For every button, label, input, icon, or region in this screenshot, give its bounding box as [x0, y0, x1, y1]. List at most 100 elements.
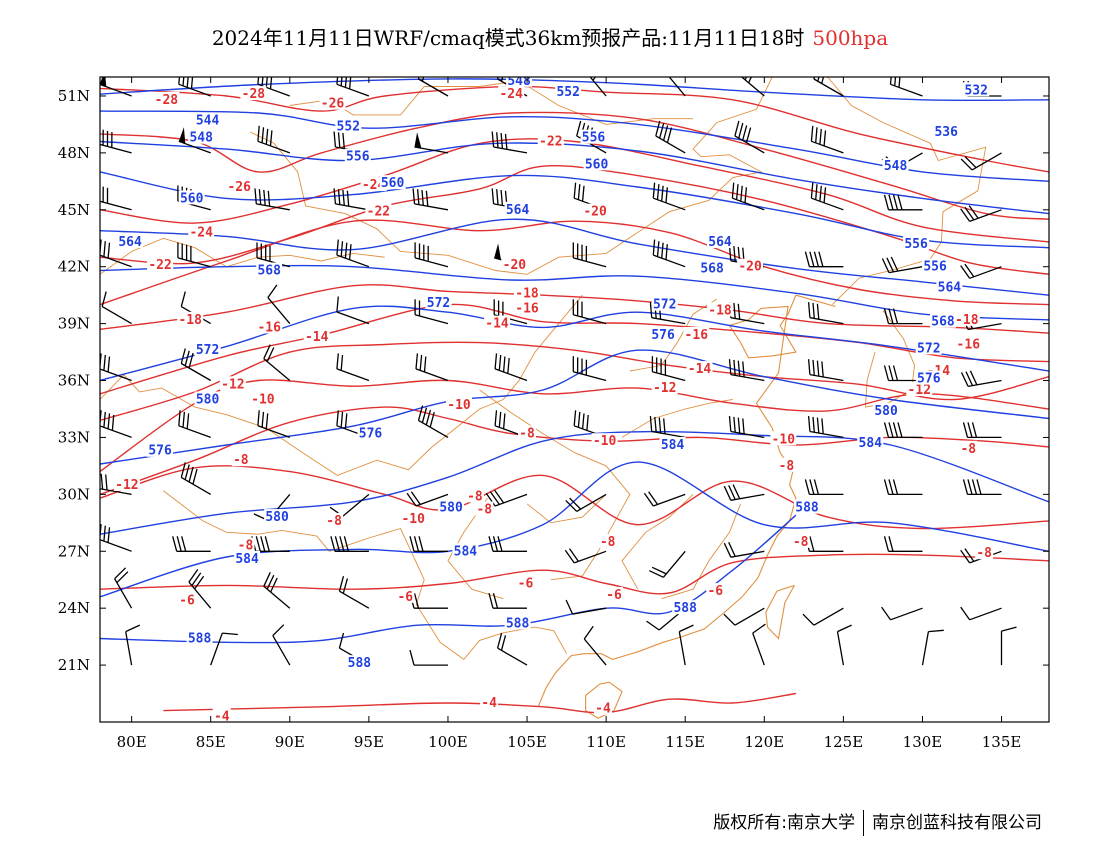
svg-text:-20: -20	[583, 205, 607, 220]
lon-tick-label: 120E	[745, 733, 785, 751]
temp-label: -4	[480, 695, 499, 711]
svg-text:580: 580	[196, 393, 220, 408]
height-label: 588	[672, 600, 699, 616]
svg-text:-10: -10	[772, 432, 796, 447]
wind-barb	[100, 186, 132, 211]
wind-barb	[101, 291, 132, 325]
wind-barb	[572, 356, 607, 382]
wind-barb	[655, 120, 686, 154]
wind-barb	[883, 479, 923, 496]
temp-label: -18	[707, 302, 733, 318]
wind-barb	[881, 256, 923, 274]
wind-barb	[267, 284, 291, 325]
height-contour-568	[100, 264, 1049, 321]
wind-barb	[960, 205, 1002, 223]
temp-label: -8	[325, 512, 344, 529]
wind-barb	[583, 625, 607, 666]
wind-barb	[100, 77, 132, 97]
temp-label: -8	[598, 533, 617, 550]
wind-barb	[649, 550, 686, 578]
height-label: 572	[651, 296, 678, 313]
height-label: 576	[915, 370, 942, 387]
wind-barb	[336, 77, 370, 97]
border-line	[629, 298, 718, 372]
border-line	[447, 497, 504, 600]
wind-barb	[333, 188, 370, 211]
svg-text:-8: -8	[467, 489, 483, 504]
wind-barb	[409, 536, 448, 552]
svg-text:576: 576	[359, 427, 383, 442]
svg-text:-22: -22	[539, 135, 562, 150]
wind-barb	[960, 606, 1002, 621]
wind-barb	[589, 77, 607, 97]
svg-text:584: 584	[454, 544, 478, 559]
lon-tick-label: 130E	[903, 733, 943, 751]
svg-text:576: 576	[148, 444, 172, 459]
svg-text:-8: -8	[326, 514, 342, 529]
svg-text:556: 556	[346, 150, 370, 165]
map-title: 2024年11月11日WRF/cmaq模式36km预报产品:11月11日18时 5…	[0, 22, 1100, 51]
svg-text:-26: -26	[227, 180, 251, 195]
wind-barb	[813, 77, 844, 97]
wind-barb	[491, 131, 528, 154]
height-label: 576	[147, 442, 174, 459]
wind-barb	[263, 344, 291, 381]
temp-label: -14	[303, 328, 330, 345]
svg-text:-14: -14	[485, 317, 509, 332]
height-label: 556	[344, 148, 371, 165]
wind-barb	[960, 263, 1002, 279]
wind-barb	[643, 491, 686, 507]
temp-label: -22	[147, 256, 174, 273]
height-label: 552	[335, 118, 362, 134]
wind-barb	[494, 353, 528, 382]
lat-tick-label: 21N	[58, 656, 90, 674]
island-taiwan	[765, 584, 795, 640]
height-label: 568	[699, 260, 726, 277]
svg-text:588: 588	[188, 632, 212, 647]
wind-barb	[177, 242, 211, 268]
svg-text:568: 568	[257, 264, 281, 279]
svg-text:588: 588	[795, 501, 819, 516]
lon-tick-label: 110E	[586, 733, 626, 751]
svg-text:-16: -16	[957, 338, 981, 353]
wind-barb	[338, 576, 370, 609]
svg-text:-22: -22	[367, 205, 390, 220]
temp-label: -24	[498, 86, 525, 102]
svg-text:-6: -6	[606, 588, 622, 603]
svg-text:564: 564	[938, 281, 962, 296]
temp-label: -16	[256, 319, 283, 335]
svg-text:572: 572	[653, 298, 676, 313]
lat-tick-label: 51N	[58, 87, 90, 105]
svg-text:556: 556	[904, 237, 928, 252]
svg-text:552: 552	[337, 119, 360, 134]
height-label: 568	[256, 262, 283, 279]
height-label: 560	[178, 190, 205, 206]
lat-tick-label: 39N	[58, 315, 90, 333]
temp-label: -12	[113, 476, 140, 493]
svg-text:-16: -16	[685, 328, 709, 343]
svg-text:-24: -24	[189, 226, 213, 241]
height-label: 564	[707, 234, 733, 250]
temp-label: -14	[484, 315, 510, 332]
temp-label: -8	[475, 501, 494, 518]
wind-barb	[565, 599, 607, 615]
wind-barb	[652, 182, 686, 211]
height-label: 548	[188, 129, 215, 146]
height-label: 580	[264, 509, 291, 525]
wind-barb	[962, 422, 1002, 439]
lat-tick-label: 42N	[58, 258, 90, 276]
height-label: 560	[583, 156, 610, 172]
temp-label: -26	[226, 179, 253, 195]
svg-text:-4: -4	[214, 709, 230, 724]
lat-tick-label: 24N	[58, 599, 90, 617]
height-label: 580	[873, 402, 900, 419]
height-label: 556	[903, 235, 930, 252]
wind-barb	[100, 473, 132, 496]
temp-contour--26	[100, 111, 1049, 220]
wind-barb	[731, 182, 765, 211]
svg-text:580: 580	[874, 404, 898, 419]
height-label: 568	[930, 313, 956, 330]
wind-barb	[883, 308, 923, 325]
height-label: 544	[194, 112, 221, 129]
